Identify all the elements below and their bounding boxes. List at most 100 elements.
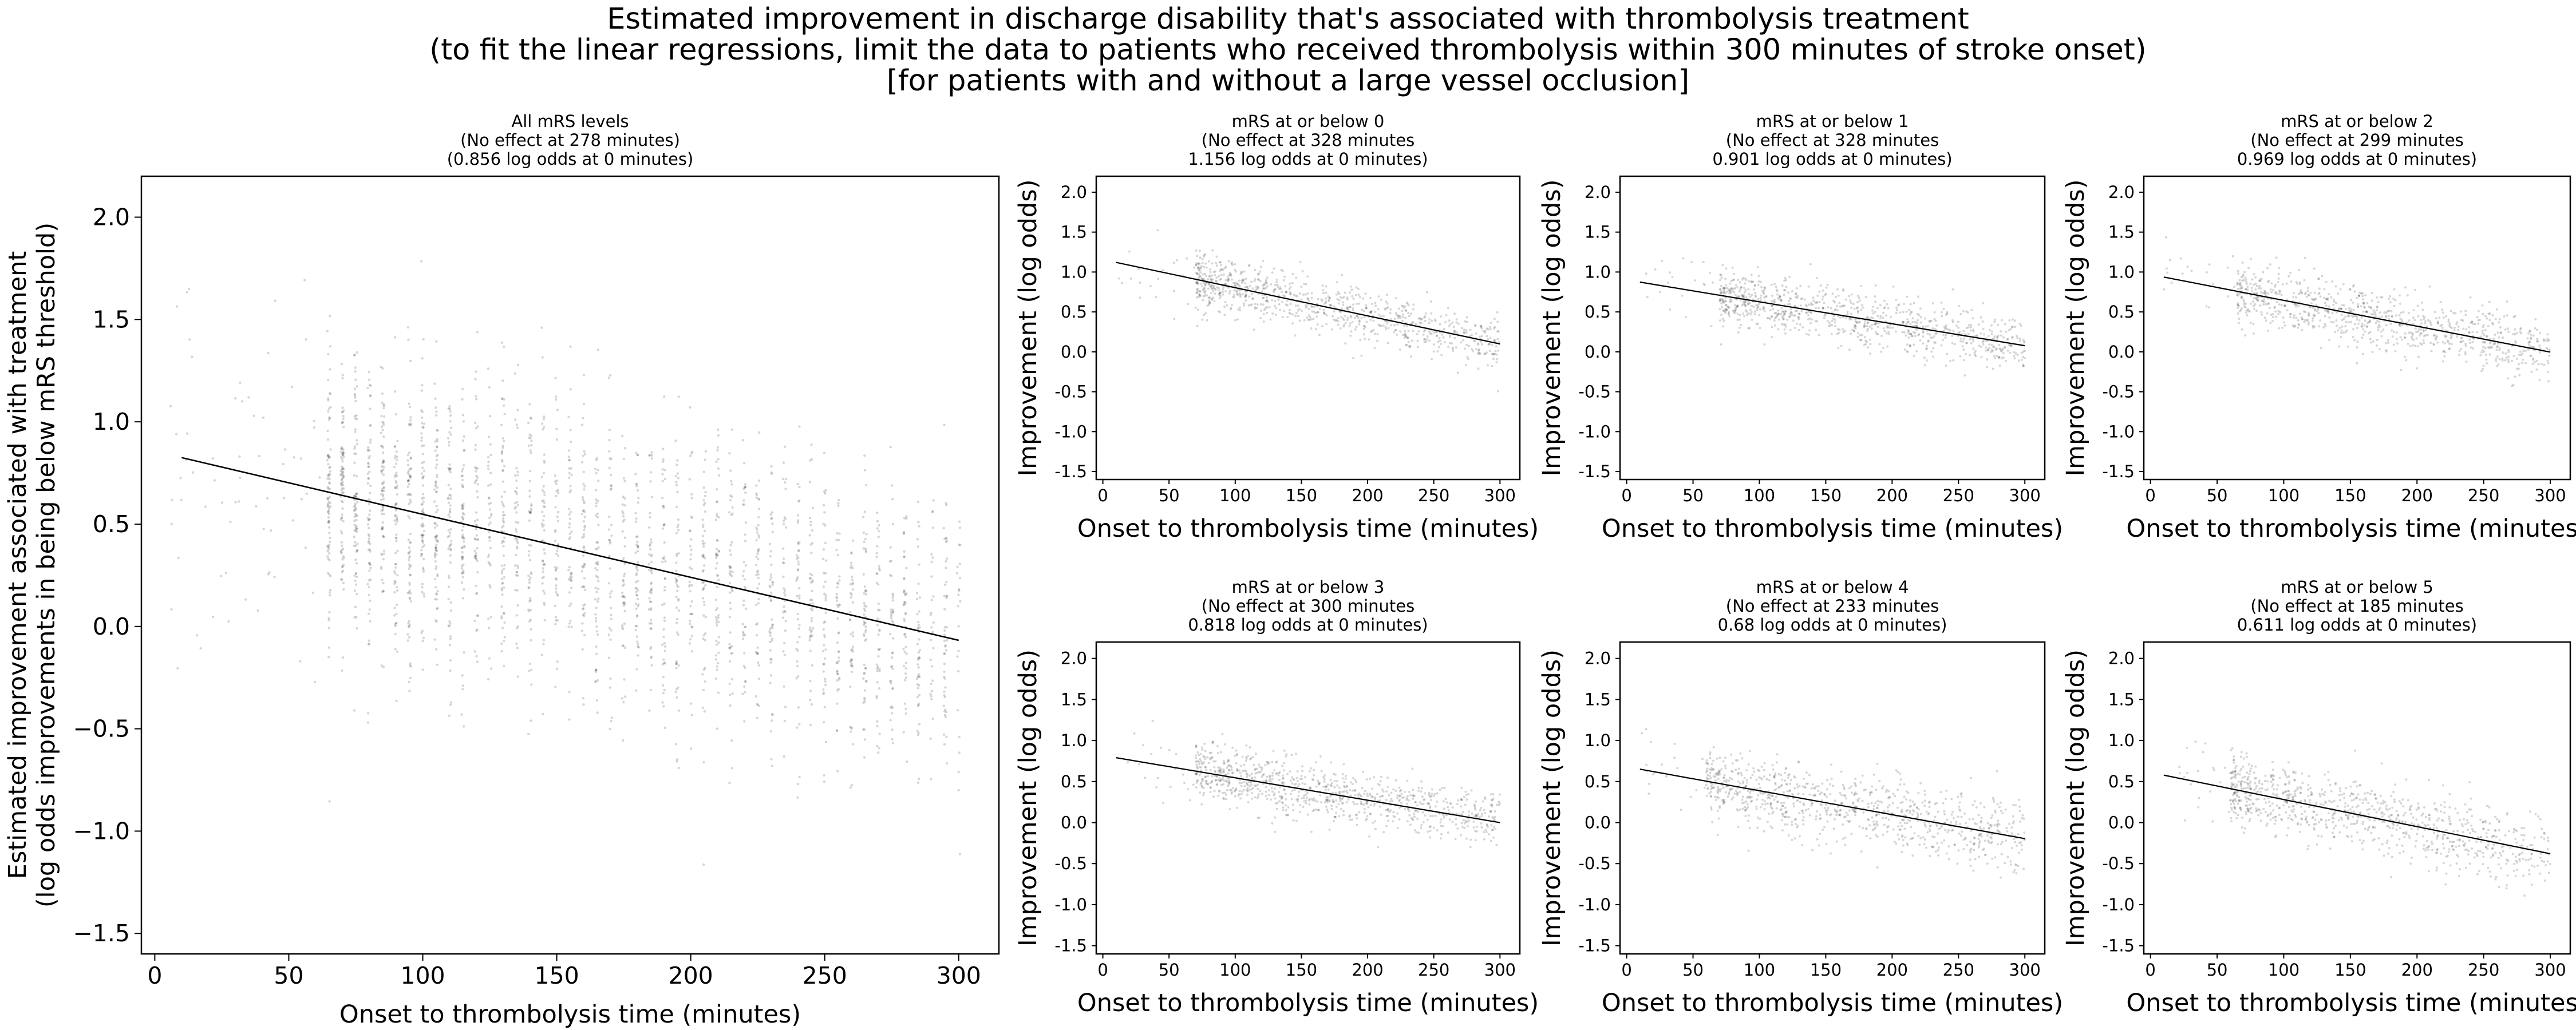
data-point [1914, 324, 1917, 327]
data-point [1796, 296, 1799, 299]
data-point [570, 571, 572, 575]
data-point [1262, 313, 1265, 316]
data-point [461, 557, 464, 560]
data-point [516, 547, 519, 550]
data-point [824, 599, 827, 601]
data-point [864, 550, 868, 554]
data-point [2349, 288, 2352, 291]
data-point [2336, 324, 2338, 327]
data-point [596, 569, 599, 572]
data-point [637, 645, 639, 648]
data-point [1754, 294, 1757, 297]
data-point [1863, 344, 1866, 347]
data-point [1236, 291, 1239, 294]
data-point [406, 480, 410, 482]
data-point [380, 664, 383, 667]
data-point [701, 542, 705, 545]
data-point [916, 500, 920, 504]
data-point [502, 505, 505, 508]
data-point [355, 576, 358, 579]
data-point [460, 564, 464, 568]
data-point [690, 452, 693, 455]
data-point [1945, 324, 1947, 327]
data-point [650, 554, 653, 558]
data-point [1294, 315, 1297, 318]
data-point [728, 572, 731, 575]
data-point [1882, 347, 1884, 350]
data-point [755, 494, 758, 497]
data-point [529, 512, 532, 514]
data-point [567, 449, 571, 452]
x-tick-label: 300 [937, 962, 981, 989]
data-point [396, 520, 398, 523]
data-point [836, 617, 839, 620]
data-point [420, 631, 423, 635]
data-point [1654, 268, 1657, 271]
data-point [1753, 284, 1756, 287]
data-point [1352, 356, 1355, 359]
data-point [770, 517, 773, 520]
data-point [677, 585, 680, 588]
data-point [326, 429, 329, 433]
data-point [958, 543, 961, 546]
data-point [2267, 302, 2270, 305]
data-point [1496, 311, 1499, 314]
data-point [1208, 296, 1211, 299]
data-point [1831, 320, 1834, 322]
data-point [463, 449, 466, 452]
data-point [342, 451, 345, 454]
data-point [1722, 310, 1725, 312]
data-point [1433, 318, 1436, 321]
data-point [863, 698, 866, 701]
data-point [543, 563, 546, 566]
data-point [1289, 282, 1291, 285]
data-point [542, 643, 545, 645]
data-point [1412, 303, 1415, 306]
data-point [878, 628, 881, 632]
data-point [2441, 360, 2444, 363]
data-point [2317, 312, 2320, 315]
data-point [447, 529, 450, 532]
data-point [2519, 328, 2522, 331]
data-point [409, 419, 412, 422]
data-point [2308, 321, 2310, 324]
data-point [328, 455, 331, 458]
data-point [1492, 353, 1495, 356]
data-point [1254, 278, 1257, 280]
data-point [326, 505, 329, 508]
data-point [503, 586, 505, 589]
data-point [1289, 286, 1292, 288]
data-point [1494, 352, 1496, 355]
data-point [1364, 292, 1367, 295]
data-point [487, 461, 490, 464]
data-point [918, 610, 920, 613]
data-point [796, 519, 800, 522]
data-point [916, 663, 919, 666]
data-point [903, 577, 906, 581]
data-point [500, 605, 503, 608]
data-point [888, 560, 892, 563]
data-point [1437, 346, 1440, 348]
data-point [2305, 295, 2308, 298]
data-point [905, 517, 908, 520]
data-point [393, 466, 396, 469]
data-point [527, 586, 530, 589]
data-point [850, 564, 853, 567]
data-point [1788, 315, 1791, 318]
data-point [661, 557, 664, 560]
data-point [339, 474, 342, 477]
data-point [2251, 278, 2254, 281]
data-point [2310, 302, 2313, 305]
data-point [1834, 318, 1836, 321]
data-point [529, 576, 532, 579]
data-point [1172, 262, 1175, 264]
data-point [701, 518, 704, 521]
data-point [1834, 301, 1836, 304]
data-point [1943, 326, 1946, 328]
data-point [1199, 275, 1202, 278]
data-point [1396, 323, 1399, 326]
data-point [580, 461, 584, 464]
data-point [635, 624, 638, 628]
data-point [449, 504, 452, 507]
data-point [543, 552, 546, 555]
